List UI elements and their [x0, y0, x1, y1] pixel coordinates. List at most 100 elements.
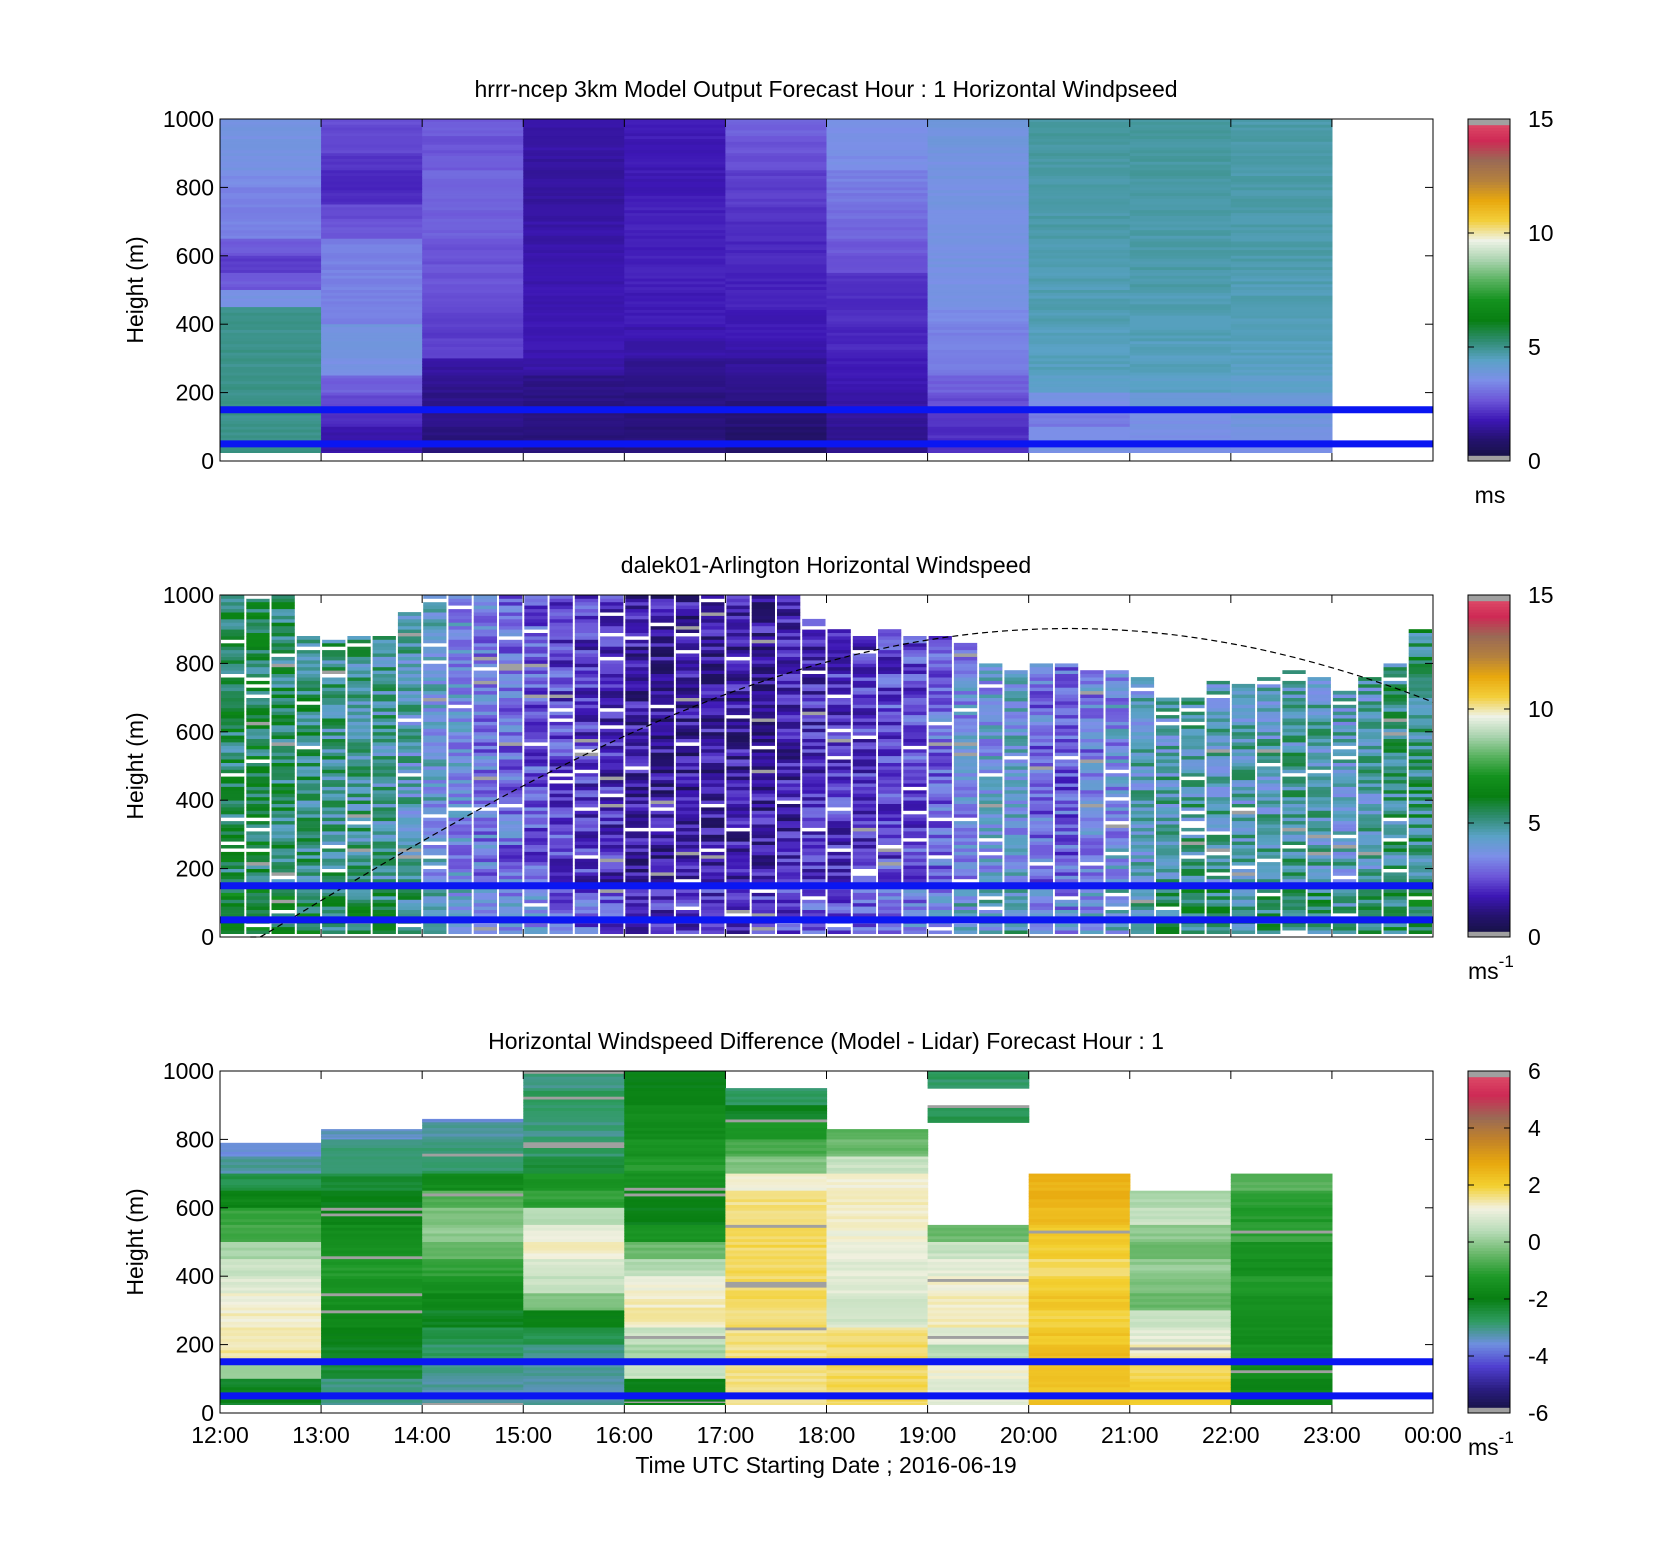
heat-cell	[422, 318, 524, 322]
heat-cell	[423, 690, 447, 695]
heat-cell	[777, 605, 801, 610]
heat-cell	[322, 841, 346, 845]
heat-cell	[1054, 707, 1079, 712]
heat-cell	[322, 831, 346, 835]
heat-cell	[675, 666, 700, 671]
heat-cell	[903, 779, 927, 784]
heat-cell	[347, 858, 371, 863]
heat-cell	[852, 766, 877, 770]
heat-cell	[1181, 831, 1205, 835]
heat-cell	[1054, 670, 1079, 674]
heat-cell	[220, 335, 322, 339]
heat-cell	[751, 786, 775, 791]
heat-cell	[1080, 680, 1104, 685]
heat-cell	[726, 642, 750, 647]
heat-cell	[1129, 201, 1232, 206]
heat-cell	[1028, 133, 1131, 137]
heat-cell	[322, 868, 346, 873]
heat-cell	[220, 275, 322, 280]
heat-cell	[524, 923, 548, 928]
heat-cell	[650, 817, 674, 822]
heat-cell	[1230, 181, 1333, 186]
heat-cell	[220, 344, 322, 348]
heat-cell	[953, 909, 978, 914]
heat-cell	[826, 164, 929, 169]
heat-cell	[1054, 789, 1079, 794]
heat-cell	[1130, 817, 1155, 822]
heat-cell	[246, 899, 270, 904]
heat-cell	[701, 817, 725, 822]
heat-cell	[802, 687, 826, 692]
heat-cell	[1004, 673, 1028, 678]
heat-cell	[953, 902, 978, 907]
heat-cell	[220, 438, 322, 442]
heat-cell	[397, 714, 422, 719]
heat-cell	[221, 896, 245, 900]
heat-cell	[296, 735, 321, 739]
heat-cell	[397, 834, 422, 839]
heat-cell	[852, 817, 877, 822]
heat-cell	[1080, 673, 1104, 678]
heat-cell	[624, 261, 726, 265]
heat-cell	[802, 639, 826, 644]
heat-cell	[448, 666, 472, 671]
heat-cell	[321, 250, 423, 254]
heat-cell	[271, 697, 295, 702]
heat-cell	[1130, 896, 1155, 900]
heat-cell	[600, 865, 624, 869]
heat-cell	[600, 831, 624, 835]
heat-cell	[878, 834, 902, 839]
heat-cell	[979, 899, 1003, 904]
heat-cell	[1028, 347, 1131, 351]
heat-cell	[878, 670, 902, 674]
heat-cell	[725, 315, 828, 320]
heat-cell	[826, 451, 929, 453]
heat-cell	[221, 683, 245, 688]
heat-cell	[802, 896, 826, 900]
heat-cell	[1105, 854, 1129, 859]
heat-cell	[802, 851, 826, 856]
heat-cell	[321, 247, 423, 251]
heat-cell	[725, 238, 828, 243]
heat-cell	[296, 725, 321, 729]
heat-cell	[1080, 889, 1104, 893]
heat-cell	[650, 728, 674, 733]
heat-cell	[777, 868, 801, 873]
heat-cell	[423, 793, 447, 798]
heat-cell	[827, 718, 851, 722]
heat-cell	[953, 660, 978, 664]
heat-cell	[422, 429, 524, 434]
heat-cell	[1105, 762, 1129, 767]
heat-cell	[523, 178, 625, 183]
heat-cell	[701, 902, 725, 907]
heat-cell	[321, 221, 423, 225]
heat-cell	[928, 861, 952, 866]
heat-cell	[574, 636, 599, 640]
heat-cell	[347, 711, 371, 716]
heat-cell	[600, 892, 624, 897]
heat-cell	[927, 119, 1030, 123]
heat-cell	[650, 807, 674, 811]
heat-cell	[422, 435, 524, 439]
heat-cell	[600, 629, 624, 633]
heat-cell	[624, 207, 726, 211]
heat-cell	[1004, 728, 1028, 733]
heat-cell	[624, 355, 726, 359]
heat-cell	[246, 639, 270, 644]
heat-cell	[751, 796, 775, 801]
heat-cell	[928, 820, 952, 825]
heat-cell	[927, 195, 1030, 200]
heat-cell	[220, 415, 322, 419]
heat-cell	[246, 796, 270, 801]
heat-cell	[701, 642, 725, 647]
heat-cell	[878, 807, 902, 811]
heat-cell	[549, 793, 573, 798]
heat-cell	[953, 694, 978, 698]
heat-cell	[777, 858, 801, 863]
heat-cell	[524, 677, 548, 681]
colorbar-swatch	[1468, 261, 1510, 265]
heat-cell	[1080, 848, 1104, 852]
heat-cell	[1105, 766, 1129, 770]
heat-cell	[1054, 786, 1079, 791]
heat-cell	[220, 381, 322, 385]
